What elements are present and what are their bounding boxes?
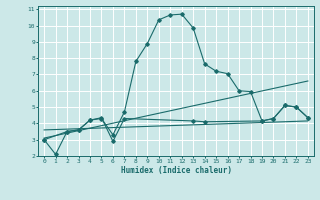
- X-axis label: Humidex (Indice chaleur): Humidex (Indice chaleur): [121, 166, 231, 175]
